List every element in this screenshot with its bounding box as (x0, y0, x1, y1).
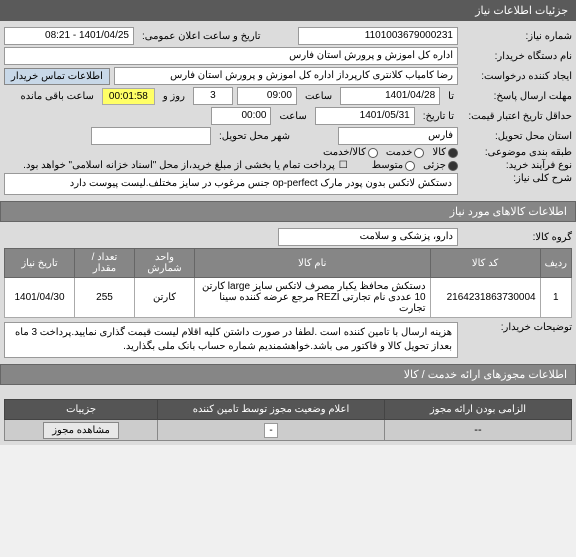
cell-row: 1 (540, 278, 571, 318)
status-select[interactable]: - (264, 423, 277, 438)
group-field: دارو، پزشکی و سلامت (278, 228, 458, 246)
auth-section-header: اطلاعات مجوزهای ارائه خدمت / کالا (0, 364, 576, 385)
cell-status: - (158, 420, 385, 441)
need-no-field: 1101003679000231 (298, 27, 458, 45)
cell-qty: 255 (75, 278, 135, 318)
goods-section-title: اطلاعات کالاهای مورد نیاز (450, 206, 567, 218)
announce-field: 1401/04/25 - 08:21 (4, 27, 134, 45)
cell-mandatory: -- (384, 420, 571, 441)
col-row: ردیف (540, 249, 571, 278)
radio-small[interactable]: جزئی (423, 160, 458, 171)
validity-time-field: 00:00 (211, 107, 271, 125)
col-unit: واحد شمارش (135, 249, 195, 278)
col-date: تاریخ نیاز (5, 249, 75, 278)
org-name-label: نام دستگاه خریدار: (462, 51, 572, 62)
contact-buyer-button[interactable]: اطلاعات تماس خریدار (4, 68, 110, 85)
deadline-time-field: 09:00 (237, 87, 297, 105)
validity-date-field: 1401/05/31 (315, 107, 415, 125)
goods-section: گروه کالا: دارو، پزشکی و سلامت ردیف کد ک… (0, 222, 576, 364)
radio-dot-icon (414, 148, 424, 158)
col-qty: تعداد / مقدار (75, 249, 135, 278)
subject-class-label: طبقه بندی موضوعی: (462, 147, 572, 158)
col-name: نام کالا (195, 249, 431, 278)
validity-label: حداقل تاریخ اعتبار قیمت: (462, 111, 572, 122)
purchase-type-radios: جزئی متوسط (372, 160, 458, 171)
cell-code: 2164231863730004 (430, 278, 540, 318)
city-field (91, 127, 211, 145)
buyer-notes-label: توضیحات خریدار: (462, 322, 572, 333)
until-label: تا (444, 91, 458, 102)
province-label: استان محل تحویل: (462, 131, 572, 142)
radio-medium[interactable]: متوسط (372, 160, 415, 171)
radio-service[interactable]: خدمت (386, 147, 425, 158)
checkbox-icon[interactable]: ☐ (339, 160, 348, 171)
purchase-type-label: نوع فرآیند خرید: (462, 160, 572, 171)
cell-unit: کارتن (135, 278, 195, 318)
radio-dot-icon (405, 161, 415, 171)
table-row: 1 2164231863730004 دستکش محافظ یکبار مصر… (5, 278, 572, 318)
purchase-note: پرداخت تمام یا بخشی از مبلغ خرید،از محل … (23, 160, 335, 171)
auth-section-title: اطلاعات مجوزهای ارائه خدمت / کالا (404, 369, 567, 381)
announce-label: تاریخ و ساعت اعلان عمومی: (138, 31, 265, 42)
city-label: شهر محل تحویل: (215, 131, 294, 142)
radio-goods[interactable]: کالا (432, 147, 458, 158)
col-code: کد کالا (430, 249, 540, 278)
goods-section-header: اطلاعات کالاهای مورد نیاز (0, 201, 576, 222)
deadline-label: مهلت ارسال پاسخ: (462, 91, 572, 102)
province-field: فارس (338, 127, 458, 145)
requester-field: رضا کامیاب کلانتری کارپرداز اداره کل امو… (114, 67, 458, 85)
requester-label: ایجاد کننده درخواست: (462, 71, 572, 82)
radio-dot-icon (448, 161, 458, 171)
buyer-notes-field: هزینه ارسال با تامین کننده است .لطفا در … (4, 322, 458, 358)
col-details: جزییات (5, 400, 158, 420)
auth-row: -- - مشاهده مجوز (5, 420, 572, 441)
cell-details: مشاهده مجوز (5, 420, 158, 441)
radio-goods-service[interactable]: کالا/خدمت (323, 147, 378, 158)
remaining-label: ساعت باقی مانده (17, 91, 98, 102)
desc-field: دستکش لاتکس بدون پودر مارک op-perfect جن… (4, 173, 458, 195)
days-field: 3 (193, 87, 233, 105)
group-label: گروه کالا: (462, 232, 572, 243)
auth-section: الزامی بودن ارائه مجوز اعلام وضعیت مجوز … (0, 385, 576, 445)
col-status: اعلام وضعیت مجوز توسط تامین کننده (158, 400, 385, 420)
radio-dot-icon (368, 148, 378, 158)
time-label-2: ساعت (275, 111, 310, 122)
day-label: روز و (159, 91, 189, 102)
auth-table: الزامی بودن ارائه مجوز اعلام وضعیت مجوز … (4, 399, 572, 441)
main-form: شماره نیاز: 1101003679000231 تاریخ و ساع… (0, 21, 576, 201)
cell-date: 1401/04/30 (5, 278, 75, 318)
need-no-label: شماره نیاز: (462, 31, 572, 42)
page-title: جزئیات اطلاعات نیاز (475, 5, 568, 17)
col-mandatory: الزامی بودن ارائه مجوز (384, 400, 571, 420)
subject-class-radios: کالا خدمت کالا/خدمت (323, 147, 458, 158)
countdown-timer: 00:01:58 (102, 88, 155, 105)
desc-label: شرح کلی نیاز: (462, 173, 572, 184)
view-auth-button[interactable]: مشاهده مجوز (43, 422, 119, 439)
page-header: جزئیات اطلاعات نیاز (0, 0, 576, 21)
radio-dot-icon (448, 148, 458, 158)
org-name-field: اداره کل اموزش و پرورش استان فارس (4, 47, 458, 65)
cell-name: دستکش محافظ یکبار مصرف لاتکس سایز large … (195, 278, 431, 318)
validity-until-label: تا تاریخ: (419, 111, 458, 122)
time-label-1: ساعت (301, 91, 336, 102)
deadline-date-field: 1401/04/28 (340, 87, 440, 105)
goods-table: ردیف کد کالا نام کالا واحد شمارش تعداد /… (4, 248, 572, 318)
